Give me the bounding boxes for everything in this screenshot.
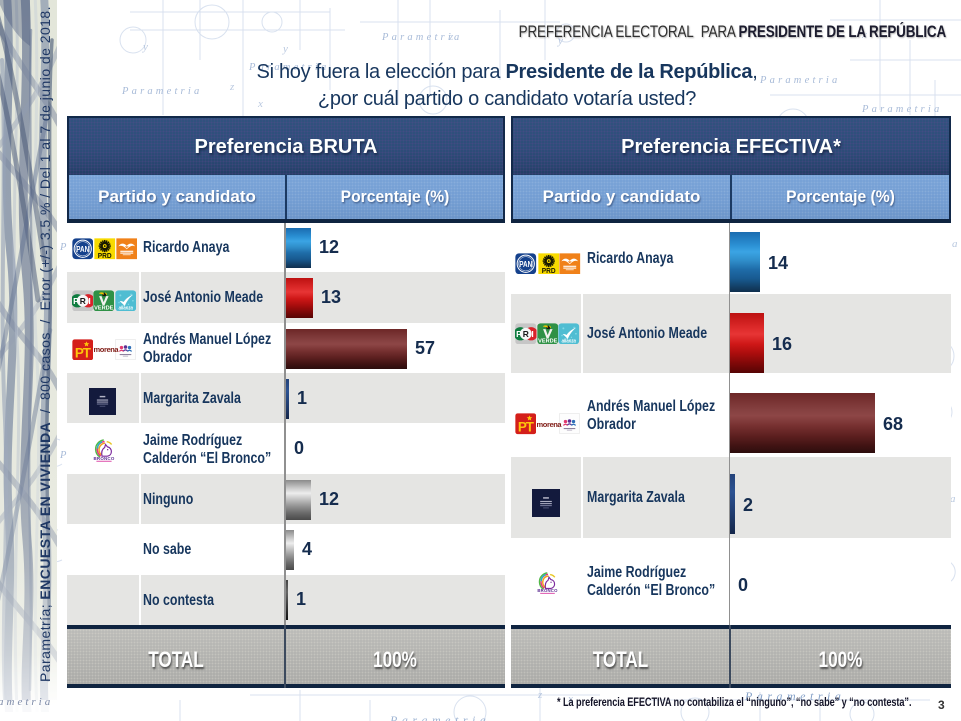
svg-text:x: x [861, 29, 871, 41]
svg-text:x: x [257, 98, 267, 110]
svg-text:a: a [952, 238, 958, 250]
svg-text:Parametria: Parametria [744, 689, 845, 703]
svg-text:Parametria: Parametria [121, 86, 202, 97]
svg-text:ametria: ametria [0, 696, 53, 708]
svg-text:Parametria: Parametria [759, 75, 840, 86]
svg-text:z: z [229, 81, 238, 93]
svg-text:a: a [950, 493, 956, 505]
svg-text:y: y [142, 41, 152, 53]
svg-text:y: y [557, 35, 567, 47]
svg-text:Parametria: Parametria [861, 104, 942, 115]
svg-text:y: y [282, 43, 292, 55]
svg-text:Parametria: Parametria [389, 713, 490, 721]
svg-text:z: z [537, 689, 545, 701]
svg-text:x: x [567, 693, 576, 705]
svg-text:Parametria: Parametria [381, 32, 462, 43]
svg-text:Parametria: Parametria [248, 62, 329, 73]
svg-text:z: z [448, 31, 457, 43]
